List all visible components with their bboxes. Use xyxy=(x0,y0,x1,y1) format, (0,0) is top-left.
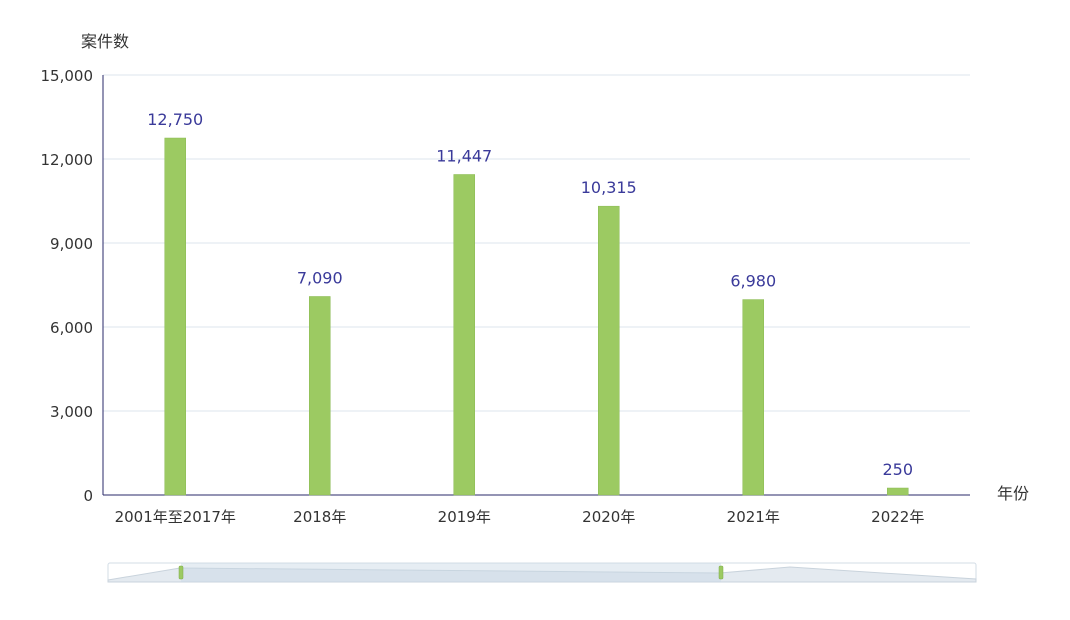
x-tick-label: 2018年 xyxy=(293,508,346,526)
data-label: 12,750 xyxy=(147,110,203,129)
y-tick-label: 6,000 xyxy=(50,319,93,337)
bar xyxy=(887,487,909,496)
x-tick-label: 2022年 xyxy=(871,508,924,526)
bars xyxy=(164,137,909,496)
data-label: 6,980 xyxy=(730,272,776,291)
y-axis-title: 案件数 xyxy=(81,32,129,51)
grid-lines xyxy=(103,74,970,412)
bar xyxy=(742,299,764,496)
y-tick-label: 9,000 xyxy=(50,235,93,253)
x-tick-label: 2019年 xyxy=(438,508,491,526)
data-labels: 12,750 7,090 11,447 10,315 6,980 250 xyxy=(147,110,913,479)
data-zoom-slider[interactable] xyxy=(107,562,977,583)
bar xyxy=(598,205,620,496)
bar xyxy=(453,174,475,496)
data-label: 250 xyxy=(882,460,913,479)
data-label: 7,090 xyxy=(297,268,343,287)
data-label: 11,447 xyxy=(436,146,492,165)
zoom-handle[interactable] xyxy=(178,565,184,580)
zoom-handle[interactable] xyxy=(718,565,724,580)
axes: 0 3,000 6,000 9,000 12,000 15,000 2001年至2017年 2… xyxy=(41,67,970,526)
data-label: 10,315 xyxy=(581,178,637,197)
bar xyxy=(309,296,331,496)
y-tick-label: 12,000 xyxy=(41,151,94,169)
bar xyxy=(164,137,186,496)
y-tick-label: 3,000 xyxy=(50,403,93,421)
y-tick-label: 0 xyxy=(83,487,93,505)
x-tick-label: 2001年至2017年 xyxy=(115,508,236,526)
x-axis-title: 年份 xyxy=(997,484,1029,503)
x-tick-label: 2021年 xyxy=(727,508,780,526)
zoom-preview xyxy=(107,566,977,583)
x-tick-label: 2020年 xyxy=(582,508,635,526)
zoom-window[interactable] xyxy=(181,563,721,582)
y-tick-label: 15,000 xyxy=(41,67,94,85)
